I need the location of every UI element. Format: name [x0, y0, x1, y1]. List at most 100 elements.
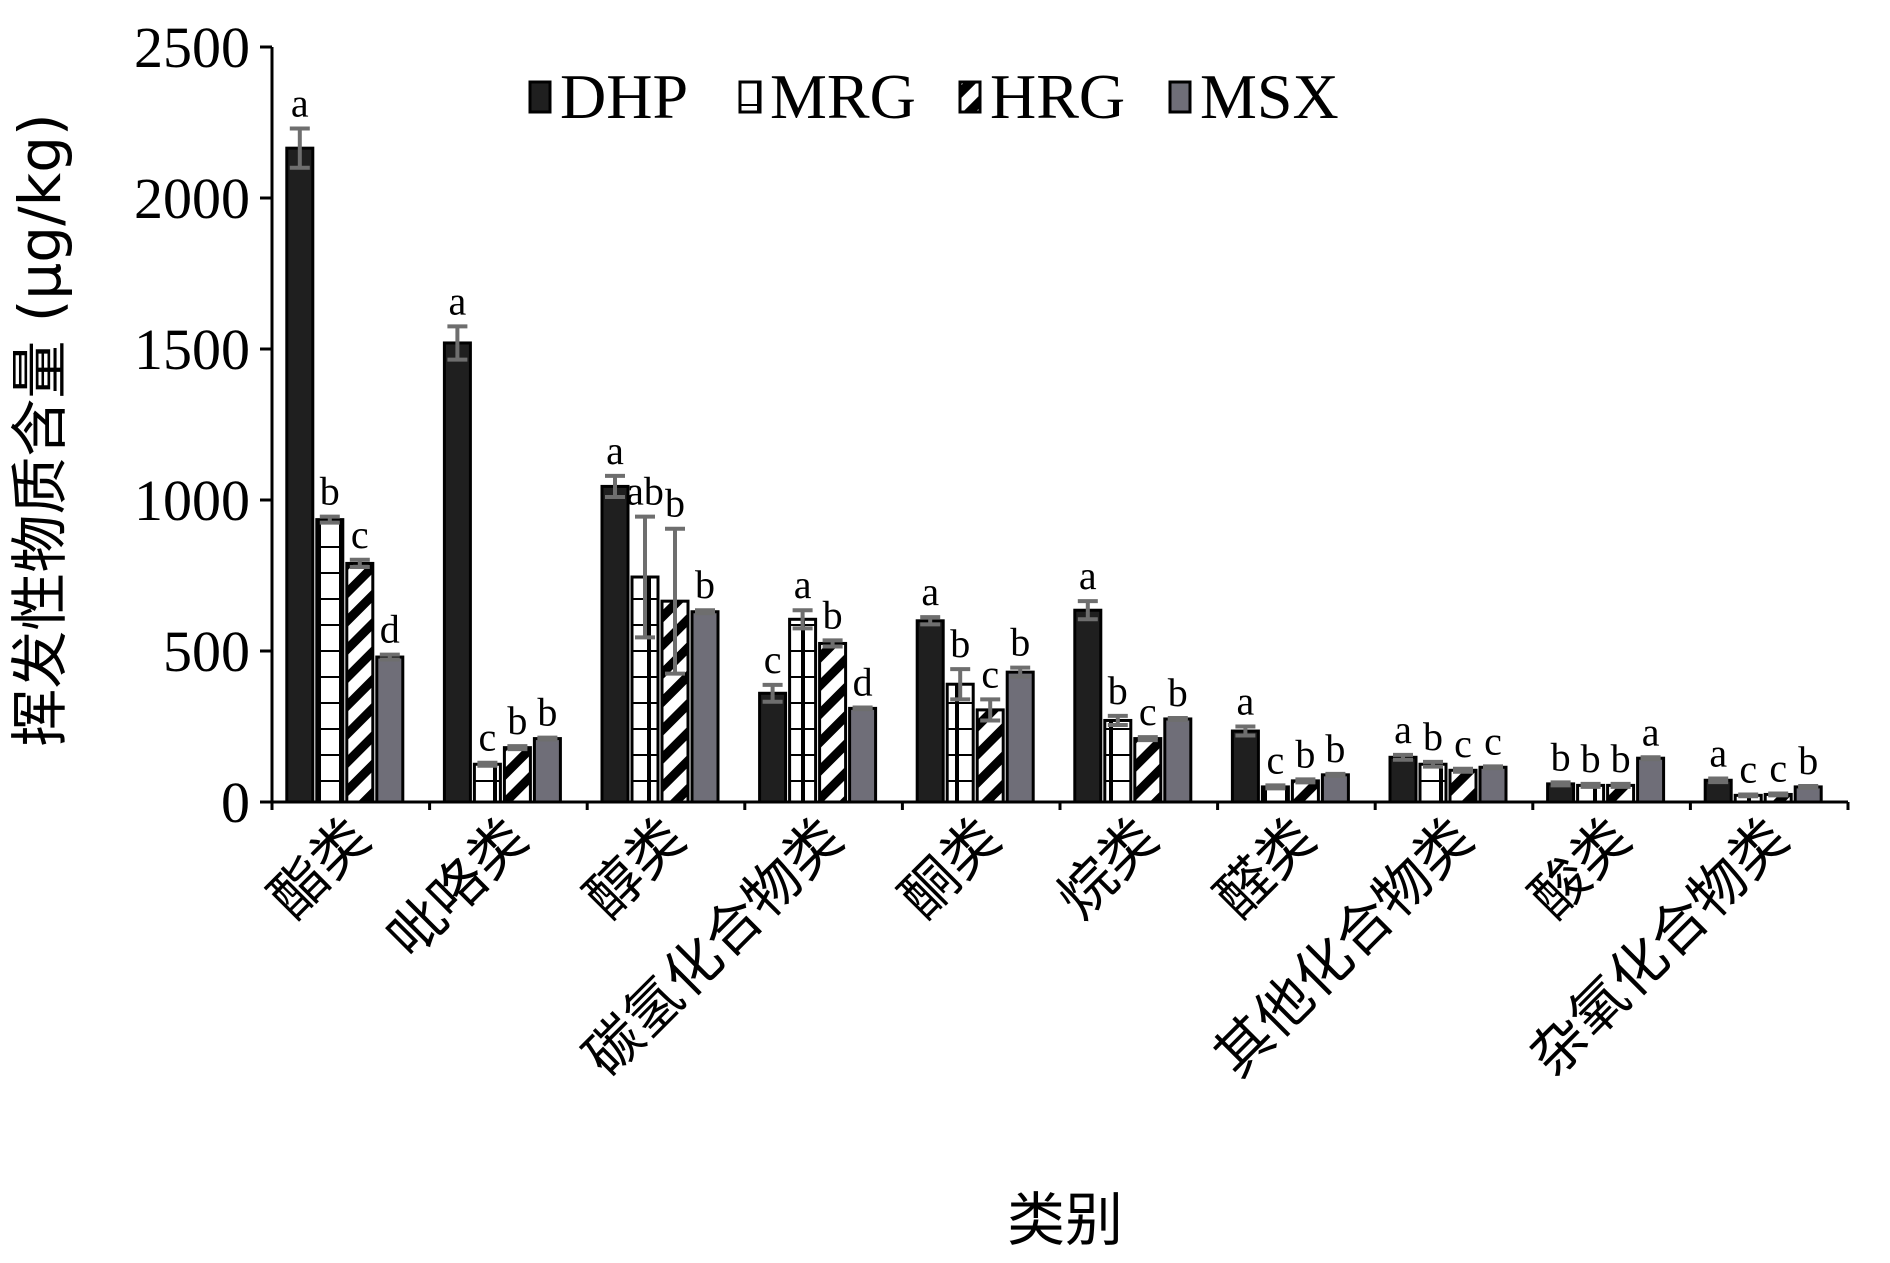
significance-label: b: [1108, 668, 1128, 713]
category-label: 醇类: [573, 806, 698, 931]
category-label: 酸类: [1518, 806, 1643, 931]
bar-msx: [1320, 773, 1350, 804]
y-tick-label: 500: [163, 619, 250, 684]
legend-swatch-hrg: [958, 80, 982, 114]
bar-dhp: [442, 341, 472, 804]
category-label: 酯类: [258, 806, 383, 931]
y-tick-label: 1500: [134, 317, 250, 382]
legend-swatch-dhp: [528, 80, 552, 114]
bar-msx: [690, 610, 720, 804]
bar-msx: [1636, 756, 1666, 804]
bar-msx: [1163, 717, 1193, 804]
significance-label: a: [1394, 707, 1412, 752]
significance-label: a: [921, 569, 939, 614]
significance-label: c: [1739, 746, 1757, 791]
significance-label: b: [1010, 620, 1030, 665]
significance-label: c: [479, 715, 497, 760]
significance-label: b: [1551, 734, 1571, 779]
legend-label-dhp: DHP: [560, 61, 688, 132]
significance-label: c: [1484, 718, 1502, 763]
bar-hrg: [345, 561, 375, 804]
bar-msx: [848, 706, 878, 804]
bar-dhp: [1230, 729, 1260, 804]
category-label: 吡咯类: [376, 806, 541, 971]
bar-dhp: [285, 146, 315, 804]
significance-label: b: [507, 698, 527, 743]
significance-label: b: [1798, 738, 1818, 783]
bar-dhp: [1388, 755, 1418, 804]
bar-dhp: [758, 691, 788, 804]
significance-label: ab: [626, 469, 664, 514]
significance-label: c: [1454, 721, 1472, 766]
y-tick-label: 0: [221, 770, 250, 835]
significance-label: b: [950, 621, 970, 666]
bar-mrg: [788, 617, 818, 804]
y-axis-title: 挥发性物质含量 (μg/kg): [6, 113, 74, 746]
bar-hrg: [818, 641, 848, 804]
significance-label: c: [981, 651, 999, 696]
axes: [270, 47, 1850, 810]
bar-msx: [1005, 670, 1035, 804]
significance-label: a: [449, 278, 467, 323]
significance-label: b: [823, 592, 843, 637]
bar-hrg: [1448, 768, 1478, 804]
legend-swatch-mrg: [738, 80, 762, 114]
y-tick-label: 1000: [134, 468, 250, 533]
bar-msx: [375, 655, 405, 804]
bar-mrg: [945, 682, 975, 804]
significance-label: b: [1423, 714, 1443, 759]
bar-dhp: [915, 619, 945, 804]
legend-label-mrg: MRG: [770, 61, 916, 132]
significance-label: c: [351, 512, 369, 557]
significance-label: b: [1295, 731, 1315, 776]
significance-label: c: [1769, 746, 1787, 791]
bar-hrg: [1133, 737, 1163, 804]
significance-label: a: [1079, 553, 1097, 598]
legend-label-hrg: HRG: [990, 61, 1125, 132]
category-label: 酮类: [888, 806, 1013, 931]
bar-msx: [1478, 765, 1508, 804]
significance-label: a: [794, 562, 812, 607]
bar-mrg: [315, 518, 345, 804]
legend-label-msx: MSX: [1200, 61, 1339, 132]
significance-label: b: [1168, 670, 1188, 715]
significance-label: b: [1581, 736, 1601, 781]
significance-label: a: [1642, 709, 1660, 754]
x-axis-title: 类别: [1007, 1186, 1123, 1254]
significance-label: b: [320, 469, 340, 514]
bar-dhp: [600, 484, 630, 804]
significance-label: c: [1139, 689, 1157, 734]
significance-label: b: [665, 481, 685, 526]
significance-label: a: [1237, 679, 1255, 724]
bar-msx: [532, 737, 562, 804]
category-label: 烷类: [1046, 806, 1171, 931]
bar-dhp: [1073, 608, 1103, 804]
bar-mrg: [472, 762, 502, 804]
y-tick-label: 2000: [134, 166, 250, 231]
significance-label: d: [853, 659, 873, 704]
significance-label: a: [291, 81, 309, 126]
bar-hrg: [502, 746, 532, 804]
significance-label: b: [1325, 726, 1345, 771]
significance-label: b: [1611, 736, 1631, 781]
y-axis-ticks: 0 500 1000 1500 2000 2500: [134, 15, 272, 835]
significance-label: b: [695, 562, 715, 607]
legend: DHP MRG HRG MSX: [528, 61, 1339, 132]
bar-hrg: [975, 708, 1005, 804]
significance-label: c: [1267, 737, 1285, 782]
significance-label: d: [380, 607, 400, 652]
significance-label: a: [1709, 730, 1727, 775]
significance-label: c: [764, 637, 782, 682]
bar-mrg: [1103, 718, 1133, 804]
category-label: 醛类: [1203, 806, 1328, 931]
legend-swatch-msx: [1168, 80, 1192, 114]
significance-label: a: [606, 428, 624, 473]
bar-mrg: [1418, 762, 1448, 804]
y-tick-label: 2500: [134, 15, 250, 80]
